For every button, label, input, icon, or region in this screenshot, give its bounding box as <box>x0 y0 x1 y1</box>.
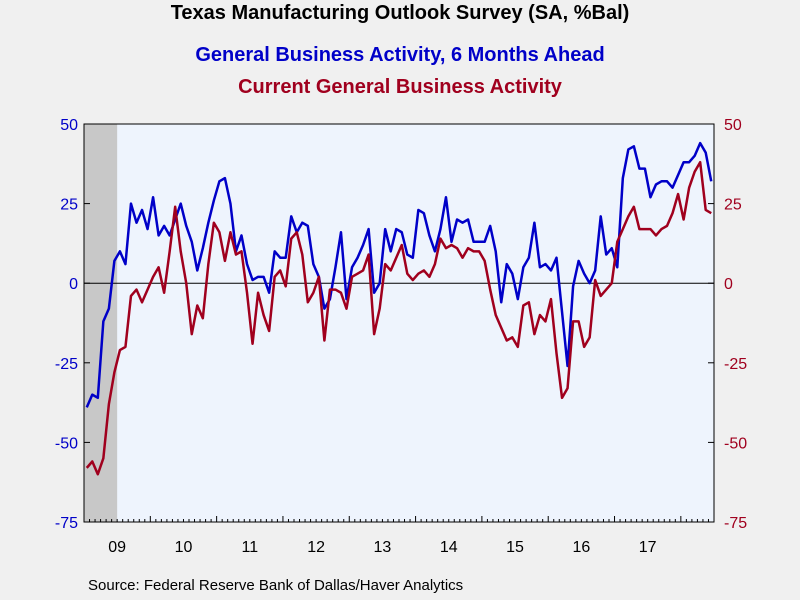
y-tick-label-left: -75 <box>55 515 78 532</box>
y-tick-label-right: 25 <box>724 197 742 214</box>
y-tick-label-left: 0 <box>69 276 78 293</box>
legend-series-2: Current General Business Activity <box>238 76 562 98</box>
x-tick-label: 10 <box>175 539 193 556</box>
source-note: Source: Federal Reserve Bank of Dallas/H… <box>88 577 464 594</box>
x-tick-label: 13 <box>374 539 392 556</box>
x-tick-label: 12 <box>307 539 325 556</box>
x-tick-label: 16 <box>572 539 590 556</box>
x-tick-label: 17 <box>639 539 657 556</box>
x-tick-label: 15 <box>506 539 524 556</box>
plot-area <box>84 124 714 522</box>
x-tick-label: 14 <box>440 539 458 556</box>
x-tick-label: 11 <box>241 539 258 556</box>
y-tick-label-right: -75 <box>724 515 747 532</box>
y-tick-label-left: -50 <box>55 435 78 452</box>
y-tick-label-left: 25 <box>60 197 78 214</box>
x-tick-label: 09 <box>108 539 126 556</box>
y-tick-label-right: -50 <box>724 435 747 452</box>
legend-series-1: General Business Activity, 6 Months Ahea… <box>195 44 605 66</box>
y-tick-label-right: 0 <box>724 276 733 293</box>
series-line-1 <box>85 141 713 408</box>
y-tick-label-left: 50 <box>60 117 78 134</box>
y-tick-label-right: 50 <box>724 117 742 134</box>
series-line-2 <box>85 160 712 476</box>
y-tick-label-right: -25 <box>724 356 747 373</box>
y-tick-label-left: -25 <box>55 356 78 373</box>
recession-shading <box>84 124 118 522</box>
chart-title: Texas Manufacturing Outlook Survey (SA, … <box>170 2 630 24</box>
